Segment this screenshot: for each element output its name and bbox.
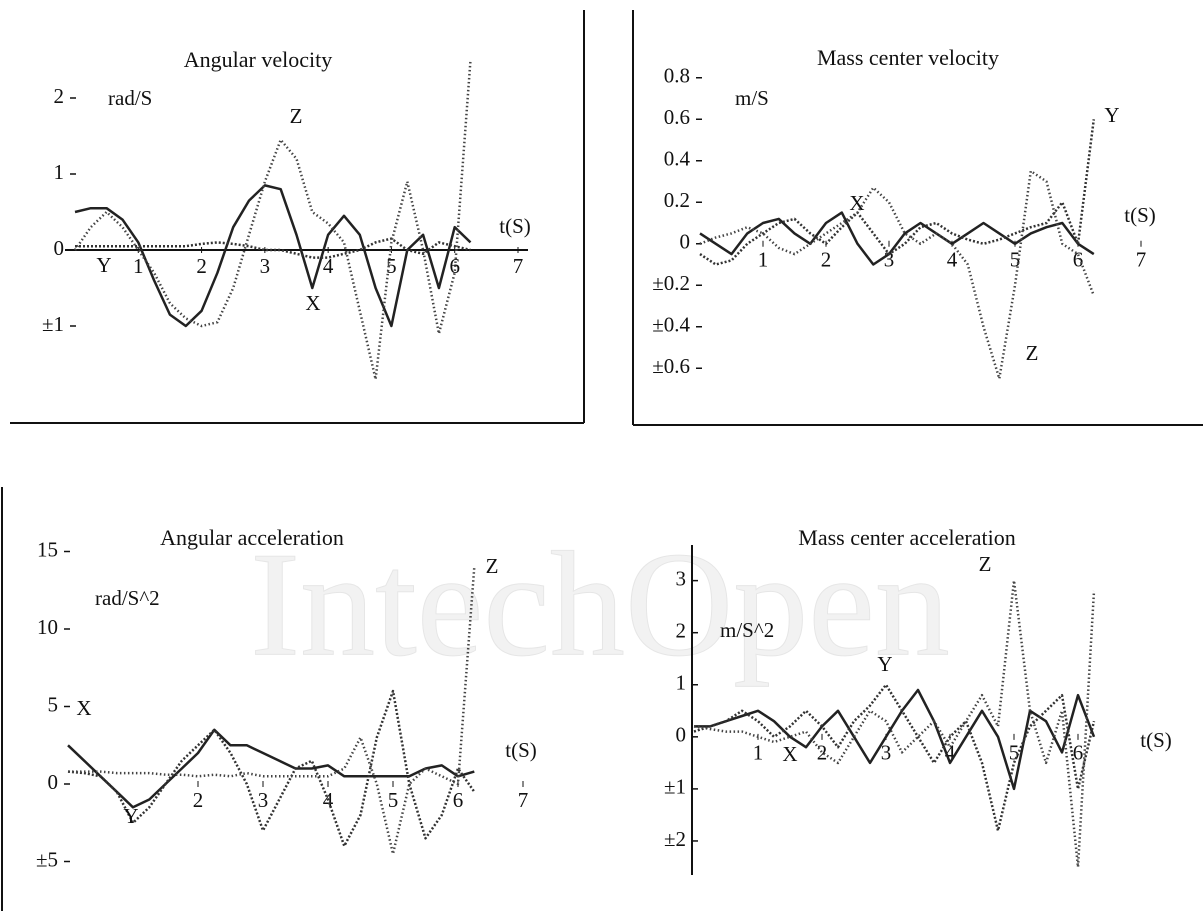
x-tick-label: 2 bbox=[193, 788, 204, 812]
x-axis-label: t(S) bbox=[505, 738, 537, 762]
x-tick-label: 5 bbox=[1010, 248, 1021, 272]
series-line bbox=[67, 689, 476, 848]
series-line bbox=[75, 237, 471, 259]
series-line bbox=[699, 169, 1095, 380]
y-tick-label: 5 bbox=[48, 692, 59, 716]
x-axis-label: t(S) bbox=[499, 214, 531, 238]
x-tick-label: 6 bbox=[1073, 741, 1084, 765]
y-tick-label: ±0.4 bbox=[652, 313, 690, 337]
x-axis-label: t(S) bbox=[1140, 728, 1172, 752]
series-label: Y bbox=[123, 804, 138, 828]
x-tick-label: 4 bbox=[947, 248, 958, 272]
x-tick-label: 5 bbox=[386, 254, 397, 278]
x-tick-label: 7 bbox=[513, 254, 524, 278]
y-tick-label: 3 bbox=[676, 566, 687, 590]
y-tick-label: 0.8 bbox=[664, 64, 690, 88]
y-tick-label: 2 bbox=[676, 619, 687, 643]
y-axis-label: rad/S^2 bbox=[95, 586, 160, 610]
series-label: Y bbox=[96, 253, 111, 277]
series-line bbox=[74, 184, 472, 328]
y-tick-label: ±1 bbox=[664, 775, 686, 799]
y-axis-label: m/S bbox=[735, 86, 769, 110]
x-tick-label: 2 bbox=[821, 248, 832, 272]
series-line bbox=[68, 566, 476, 856]
series-label: X bbox=[305, 291, 320, 315]
y-tick-label: ±5 bbox=[36, 847, 58, 871]
series-line bbox=[699, 119, 1096, 266]
x-tick-label: 3 bbox=[258, 788, 269, 812]
x-axis-label: t(S) bbox=[1124, 203, 1156, 227]
series-label: Z bbox=[1026, 341, 1039, 365]
y-tick-label: 1 bbox=[676, 671, 687, 695]
series-line bbox=[699, 211, 1095, 266]
chart-title: Angular velocity bbox=[184, 47, 332, 72]
y-tick-label: 0 bbox=[54, 236, 65, 260]
y-tick-label: 0.2 bbox=[664, 188, 690, 212]
series-label: Z bbox=[979, 552, 992, 576]
x-tick-label: 4 bbox=[323, 254, 334, 278]
y-axis-label: rad/S bbox=[108, 86, 152, 110]
y-tick-label: 0 bbox=[680, 230, 691, 254]
series-label: X bbox=[849, 191, 864, 215]
series-label: Z bbox=[290, 104, 303, 128]
x-tick-label: 6 bbox=[453, 788, 464, 812]
chart-title: Angular acceleration bbox=[160, 525, 344, 550]
y-tick-label: 1 bbox=[54, 160, 65, 184]
y-tick-label: ±0.2 bbox=[652, 271, 690, 295]
y-tick-label: ±1 bbox=[42, 312, 64, 336]
series-line bbox=[73, 59, 472, 381]
series-line bbox=[693, 579, 1096, 869]
chart-title: Mass center velocity bbox=[817, 45, 999, 70]
series-line bbox=[67, 728, 475, 809]
series-label: X bbox=[782, 742, 797, 766]
x-tick-label: 3 bbox=[260, 254, 271, 278]
y-tick-label: 2 bbox=[54, 84, 65, 108]
series-label: X bbox=[76, 696, 91, 720]
x-tick-label: 6 bbox=[1073, 248, 1084, 272]
y-tick-label: ±0.6 bbox=[652, 354, 690, 378]
x-tick-label: 2 bbox=[817, 741, 828, 765]
x-tick-label: 3 bbox=[881, 741, 892, 765]
series-label: Y bbox=[877, 652, 892, 676]
x-tick-label: 5 bbox=[1009, 741, 1020, 765]
x-tick-label: 4 bbox=[945, 741, 956, 765]
x-tick-label: 3 bbox=[884, 248, 895, 272]
x-tick-label: 1 bbox=[753, 741, 764, 765]
y-tick-label: ±2 bbox=[664, 827, 686, 851]
series-label: Y bbox=[1104, 103, 1119, 127]
x-tick-label: 7 bbox=[518, 788, 529, 812]
y-tick-label: 0 bbox=[676, 723, 687, 747]
series-line bbox=[694, 688, 1096, 791]
series-label: Z bbox=[486, 554, 499, 578]
series-line bbox=[693, 683, 1096, 832]
x-tick-label: 5 bbox=[388, 788, 399, 812]
y-axis-label: m/S^2 bbox=[720, 618, 774, 642]
y-tick-label: 10 bbox=[37, 615, 58, 639]
y-tick-label: 15 bbox=[37, 537, 58, 561]
y-tick-label: 0.6 bbox=[664, 105, 690, 129]
chart-title: Mass center acceleration bbox=[798, 525, 1015, 550]
watermark: IntechOpen bbox=[250, 521, 950, 687]
y-tick-label: 0 bbox=[48, 770, 59, 794]
y-tick-label: 0.4 bbox=[664, 147, 691, 171]
x-tick-label: 2 bbox=[196, 254, 207, 278]
x-tick-label: 1 bbox=[758, 248, 769, 272]
x-tick-label: 1 bbox=[133, 254, 144, 278]
x-tick-label: 7 bbox=[1136, 248, 1147, 272]
